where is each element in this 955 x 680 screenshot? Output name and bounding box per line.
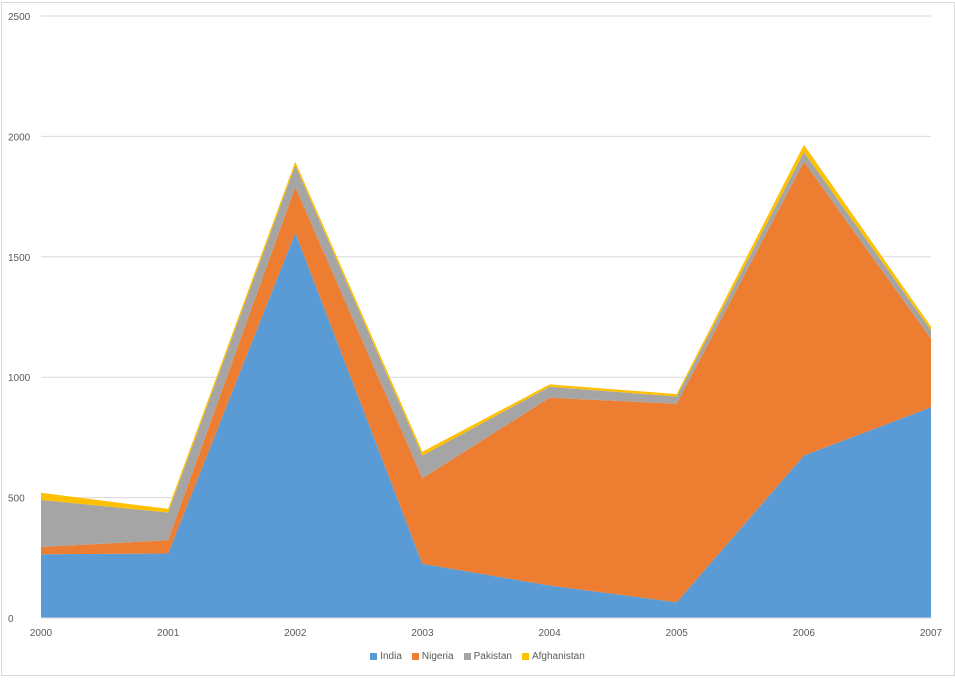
- legend: India Nigeria Pakistan Afghanistan: [0, 651, 955, 662]
- legend-item-afghanistan: Afghanistan: [521, 651, 585, 662]
- y-tick-label-1000: 1000: [8, 373, 31, 384]
- legend-swatch-nigeria: [411, 653, 419, 660]
- y-tick-label-0: 0: [8, 614, 14, 625]
- y-tick-label-500: 500: [8, 494, 25, 505]
- x-tick-label-2001: 2001: [157, 628, 180, 639]
- legend-label-nigeria: Nigeria: [421, 651, 454, 662]
- y-tick-label-1500: 1500: [8, 253, 31, 264]
- x-tick-label-2004: 2004: [538, 628, 561, 639]
- y-tick-label-2000: 2000: [8, 132, 31, 143]
- x-tick-label-2000: 2000: [30, 628, 53, 639]
- legend-swatch-afghanistan: [521, 653, 529, 660]
- stacked-area-chart: 0 500 1000 1500 2000 2500 2000 2001 2002 2003 2004…: [8, 12, 943, 639]
- axes: 0 500 1000 1500 2000 2500 2000 2001 2002 2003 2004…: [8, 12, 943, 639]
- legend-item-nigeria: Nigeria: [411, 651, 454, 662]
- y-tick-label-2500: 2500: [8, 12, 31, 23]
- area-india: [41, 232, 931, 618]
- x-tick-label-2005: 2005: [666, 628, 689, 639]
- legend-swatch-pakistan: [463, 653, 471, 660]
- legend-label-india: India: [380, 651, 402, 662]
- legend-item-pakistan: Pakistan: [463, 651, 512, 662]
- legend-item-india: India: [370, 651, 402, 662]
- x-tick-label-2003: 2003: [411, 628, 434, 639]
- x-tick-label-2002: 2002: [284, 628, 307, 639]
- x-tick-label-2007: 2007: [920, 628, 943, 639]
- area-nigeria: [41, 161, 931, 603]
- legend-swatch-india: [370, 653, 378, 660]
- series-areas: [41, 144, 931, 618]
- legend-label-afghanistan: Afghanistan: [531, 651, 585, 662]
- x-tick-label-2006: 2006: [793, 628, 816, 639]
- legend-label-pakistan: Pakistan: [473, 651, 512, 662]
